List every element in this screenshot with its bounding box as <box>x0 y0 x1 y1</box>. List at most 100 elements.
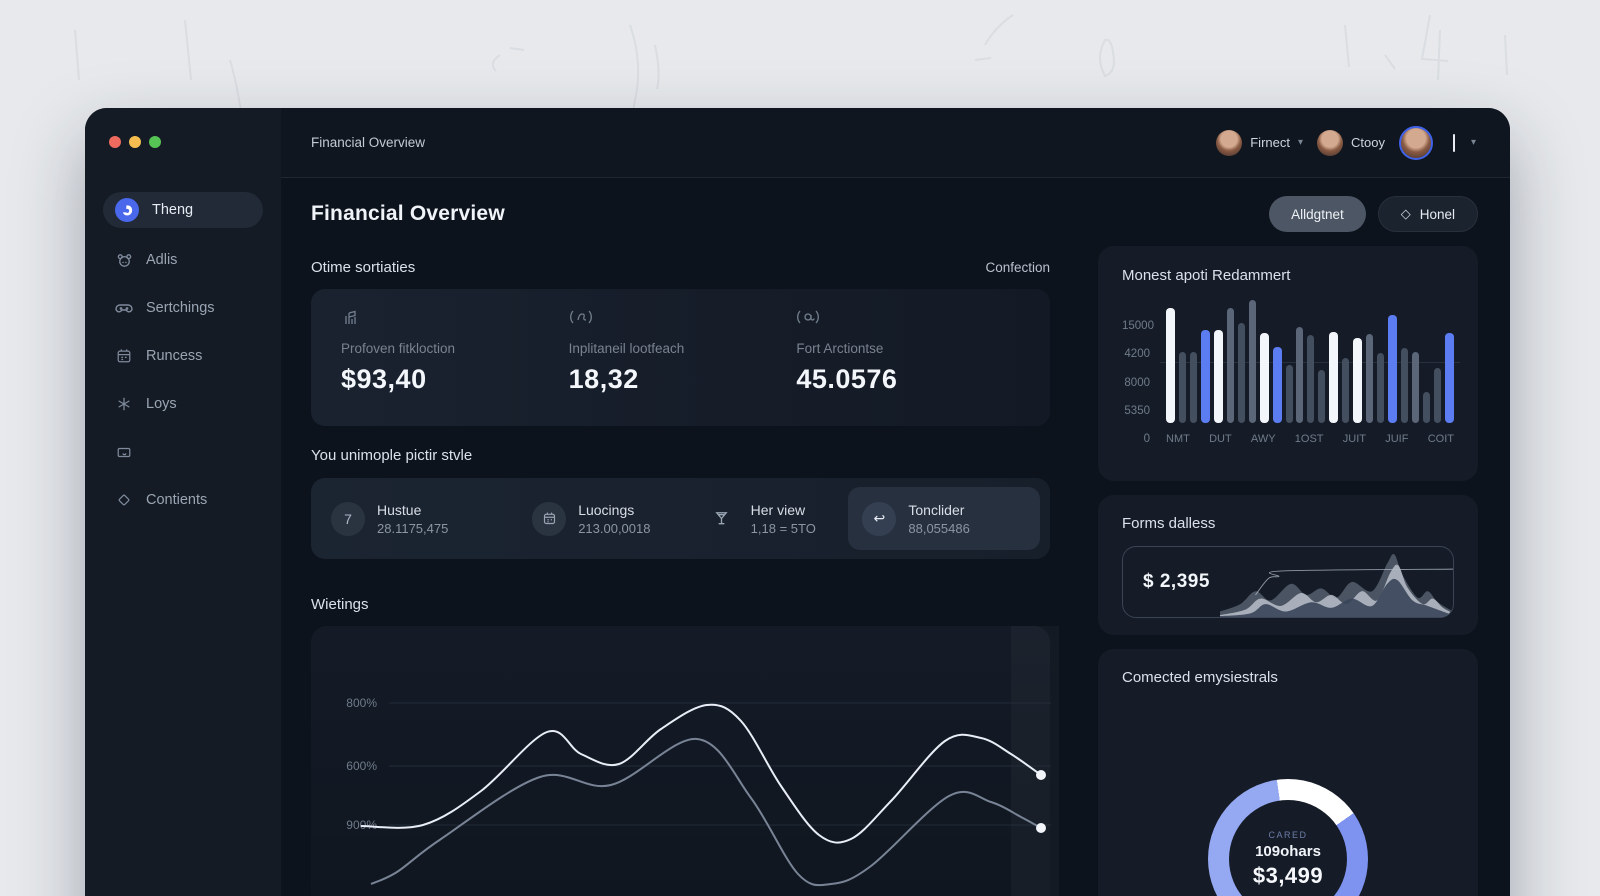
bar <box>1433 368 1441 423</box>
alldgtnet-button[interactable]: Alldgtnet <box>1269 196 1366 232</box>
y-axis-label: 800% <box>346 696 377 710</box>
sidebar: Theng Adlis Sertchings Runcess Loys <box>85 108 281 896</box>
bar-x-axis: NMT DUT AWY 1OST JUIT JUIF COIT <box>1166 433 1454 445</box>
forms-card: Forms dalless $ 2,395 <box>1098 495 1478 635</box>
metric-hustue[interactable]: 7 Hustue 28.1175,475 <box>331 501 532 536</box>
chevron-down-icon[interactable]: ▾ <box>1470 137 1476 148</box>
zoom-window-button[interactable] <box>149 136 161 148</box>
sidebar-item-label: Runcess <box>146 348 203 364</box>
y-axis-label: 600% <box>346 759 377 773</box>
bar <box>1237 323 1245 423</box>
donut-card: Comected emysiestrals CARED 109ohars $3,… <box>1098 649 1478 896</box>
minimize-window-button[interactable] <box>129 136 141 148</box>
stats-panel: Profoven fitkloction $93,40 Inplitaneil … <box>311 289 1050 426</box>
metric-luocings[interactable]: Luocings 213.00,0018 <box>532 501 704 536</box>
sidebar-item-sertchings[interactable]: Sertchings <box>103 290 263 326</box>
stat-value: 45.0576 <box>796 364 898 394</box>
page-title: Financial Overview <box>311 202 505 225</box>
bar <box>1213 330 1223 423</box>
at-icon <box>796 307 1024 333</box>
bar-chart-card: Monest apoti Redammert 15000 4200 8000 535… <box>1098 246 1478 481</box>
sidebar-item-contients[interactable]: Contients <box>103 482 263 518</box>
left-column: Otime sortiaties Confection Profoven fit… <box>311 246 1051 896</box>
bar <box>1318 370 1326 423</box>
quickrow-heading: You unimople pictir stvle <box>311 446 473 464</box>
stat-fort: Fort Arctiontse 45.0576 <box>796 307 1024 426</box>
bar <box>1189 352 1197 423</box>
donut-line1: 109ohars <box>1255 842 1321 860</box>
user-menu-firnect[interactable]: Firnect ▾ <box>1216 129 1303 156</box>
donut-amount: $3,499 <box>1252 862 1324 888</box>
metric-tonclider[interactable]: ↩ Tonclider 88,055486 <box>848 487 1040 550</box>
bar <box>1412 352 1420 423</box>
donut-title: Comected emysiestrals <box>1122 669 1278 686</box>
return-arrow-icon: ↩ <box>862 501 897 536</box>
card-icon <box>115 444 133 460</box>
forms-title: Forms dalless <box>1122 515 1216 532</box>
sidebar-item-runcess[interactable]: Runcess <box>103 338 263 374</box>
bars <box>1166 298 1454 423</box>
bar <box>1377 353 1385 423</box>
sidebar-item-label: Adlis <box>146 252 178 268</box>
metric-herview[interactable]: Her view 1,18 = 5TO <box>705 502 849 536</box>
quick-metrics-row: 7 Hustue 28.1175,475 Luocings 213.00,001… <box>311 478 1050 559</box>
bar <box>1166 308 1175 423</box>
sidebar-item-card[interactable] <box>103 434 263 470</box>
bar <box>1226 308 1234 423</box>
stat-value: $93,40 <box>341 364 427 394</box>
user-menu-ctooy[interactable]: Ctooy <box>1317 129 1385 156</box>
user-name: Ctooy <box>1351 135 1385 150</box>
squiggle-icon <box>569 307 797 333</box>
app-logo-icon <box>115 198 139 222</box>
close-window-button[interactable] <box>109 136 121 148</box>
wietings-heading: Wietings <box>311 595 369 613</box>
calendar-icon <box>532 501 567 536</box>
forms-value-box[interactable]: $ 2,395 <box>1122 546 1454 618</box>
main-content: Financial Overview Alldgtnet ◇ Honel Oti… <box>281 178 1510 896</box>
pet-icon <box>115 252 133 269</box>
bar <box>1285 365 1293 423</box>
sparkline <box>1219 553 1453 617</box>
sidebar-item-loys[interactable]: Loys <box>103 386 263 422</box>
bar <box>1444 333 1454 423</box>
bar <box>1307 335 1315 423</box>
bar <box>1388 315 1398 423</box>
martini-icon <box>705 502 739 536</box>
donut-center: CARED 109ohars $3,499 <box>1229 800 1347 896</box>
bar <box>1200 330 1210 423</box>
honel-button[interactable]: ◇ Honel <box>1377 196 1478 232</box>
confection-link[interactable]: Confection <box>985 259 1050 275</box>
stat-profoven: Profoven fitkloction $93,40 <box>341 307 569 426</box>
forms-value: $ 2,395 <box>1143 571 1210 592</box>
app-window: Theng Adlis Sertchings Runcess Loys <box>85 108 1510 896</box>
bar <box>1353 338 1363 423</box>
sidebar-item-adlis[interactable]: Adlis <box>103 242 263 278</box>
bar-chart-title: Monest apoti Redammert <box>1122 267 1291 284</box>
sidebar-item-label: Theng <box>152 202 194 218</box>
controller-icon <box>115 299 133 317</box>
bar <box>1366 334 1374 423</box>
chart-flag-icon <box>341 307 569 333</box>
wietings-line-chart: 800% 600% 900% <box>311 626 1051 896</box>
sidebar-item-label: Sertchings <box>146 300 215 316</box>
right-column: Monest apoti Redammert 15000 4200 8000 535… <box>1098 246 1478 896</box>
calendar-grid-icon <box>115 348 133 364</box>
asterisk-icon <box>115 396 133 412</box>
topbar: Financial Overview Firnect ▾ Ctooy ▾ <box>281 108 1510 178</box>
bar <box>1296 327 1304 423</box>
bar <box>1178 352 1186 423</box>
bar <box>1272 347 1282 423</box>
diamond-icon <box>115 492 133 508</box>
sidebar-item-theng[interactable]: Theng <box>103 192 263 228</box>
line-chart-canvas <box>360 702 1051 887</box>
avatar <box>1216 129 1243 156</box>
bar <box>1342 358 1350 423</box>
current-user-avatar[interactable] <box>1398 125 1433 160</box>
sidebar-item-label: Loys <box>146 396 177 412</box>
titlebar-title: Financial Overview <box>311 135 426 150</box>
chevron-down-icon: ▾ <box>1297 137 1303 148</box>
stat-value: 18,32 <box>568 364 639 394</box>
divider <box>1452 133 1455 152</box>
bar <box>1248 300 1256 423</box>
stat-inplitaneil: Inplitaneil lootfeach 18,32 <box>569 307 797 426</box>
